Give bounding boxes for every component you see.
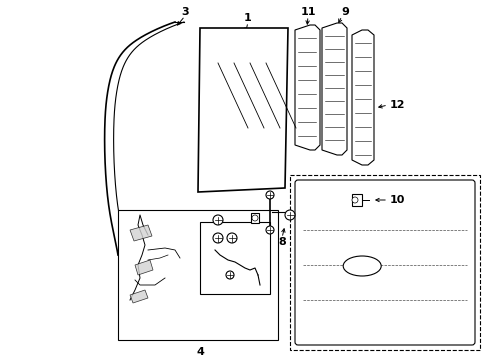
Bar [351, 194, 361, 206]
Polygon shape [294, 25, 319, 150]
Circle shape [351, 197, 357, 203]
Polygon shape [135, 260, 153, 275]
Circle shape [213, 215, 223, 225]
Polygon shape [130, 225, 152, 241]
Circle shape [226, 233, 237, 243]
Polygon shape [351, 30, 373, 165]
Ellipse shape [343, 256, 381, 276]
Text: 1: 1 [244, 13, 251, 23]
Polygon shape [130, 290, 148, 303]
Text: 4: 4 [196, 347, 203, 357]
Bar [118, 210, 278, 340]
Text: 5: 5 [231, 300, 238, 310]
Text: 12: 12 [389, 100, 405, 110]
Bar [250, 213, 259, 223]
Circle shape [213, 233, 223, 243]
Polygon shape [321, 23, 346, 155]
Text: 9: 9 [340, 7, 348, 17]
Circle shape [251, 215, 258, 221]
Text: 2: 2 [214, 240, 222, 250]
Bar [200, 222, 269, 294]
Text: 8: 8 [278, 237, 285, 247]
Circle shape [265, 226, 273, 234]
Circle shape [285, 210, 294, 220]
Polygon shape [198, 28, 287, 192]
Text: 11: 11 [300, 7, 315, 17]
Text: 6: 6 [247, 237, 255, 247]
Circle shape [225, 271, 234, 279]
Text: 3: 3 [181, 7, 188, 17]
Text: 7: 7 [260, 238, 267, 248]
Text: 10: 10 [389, 195, 405, 205]
Circle shape [265, 191, 273, 199]
